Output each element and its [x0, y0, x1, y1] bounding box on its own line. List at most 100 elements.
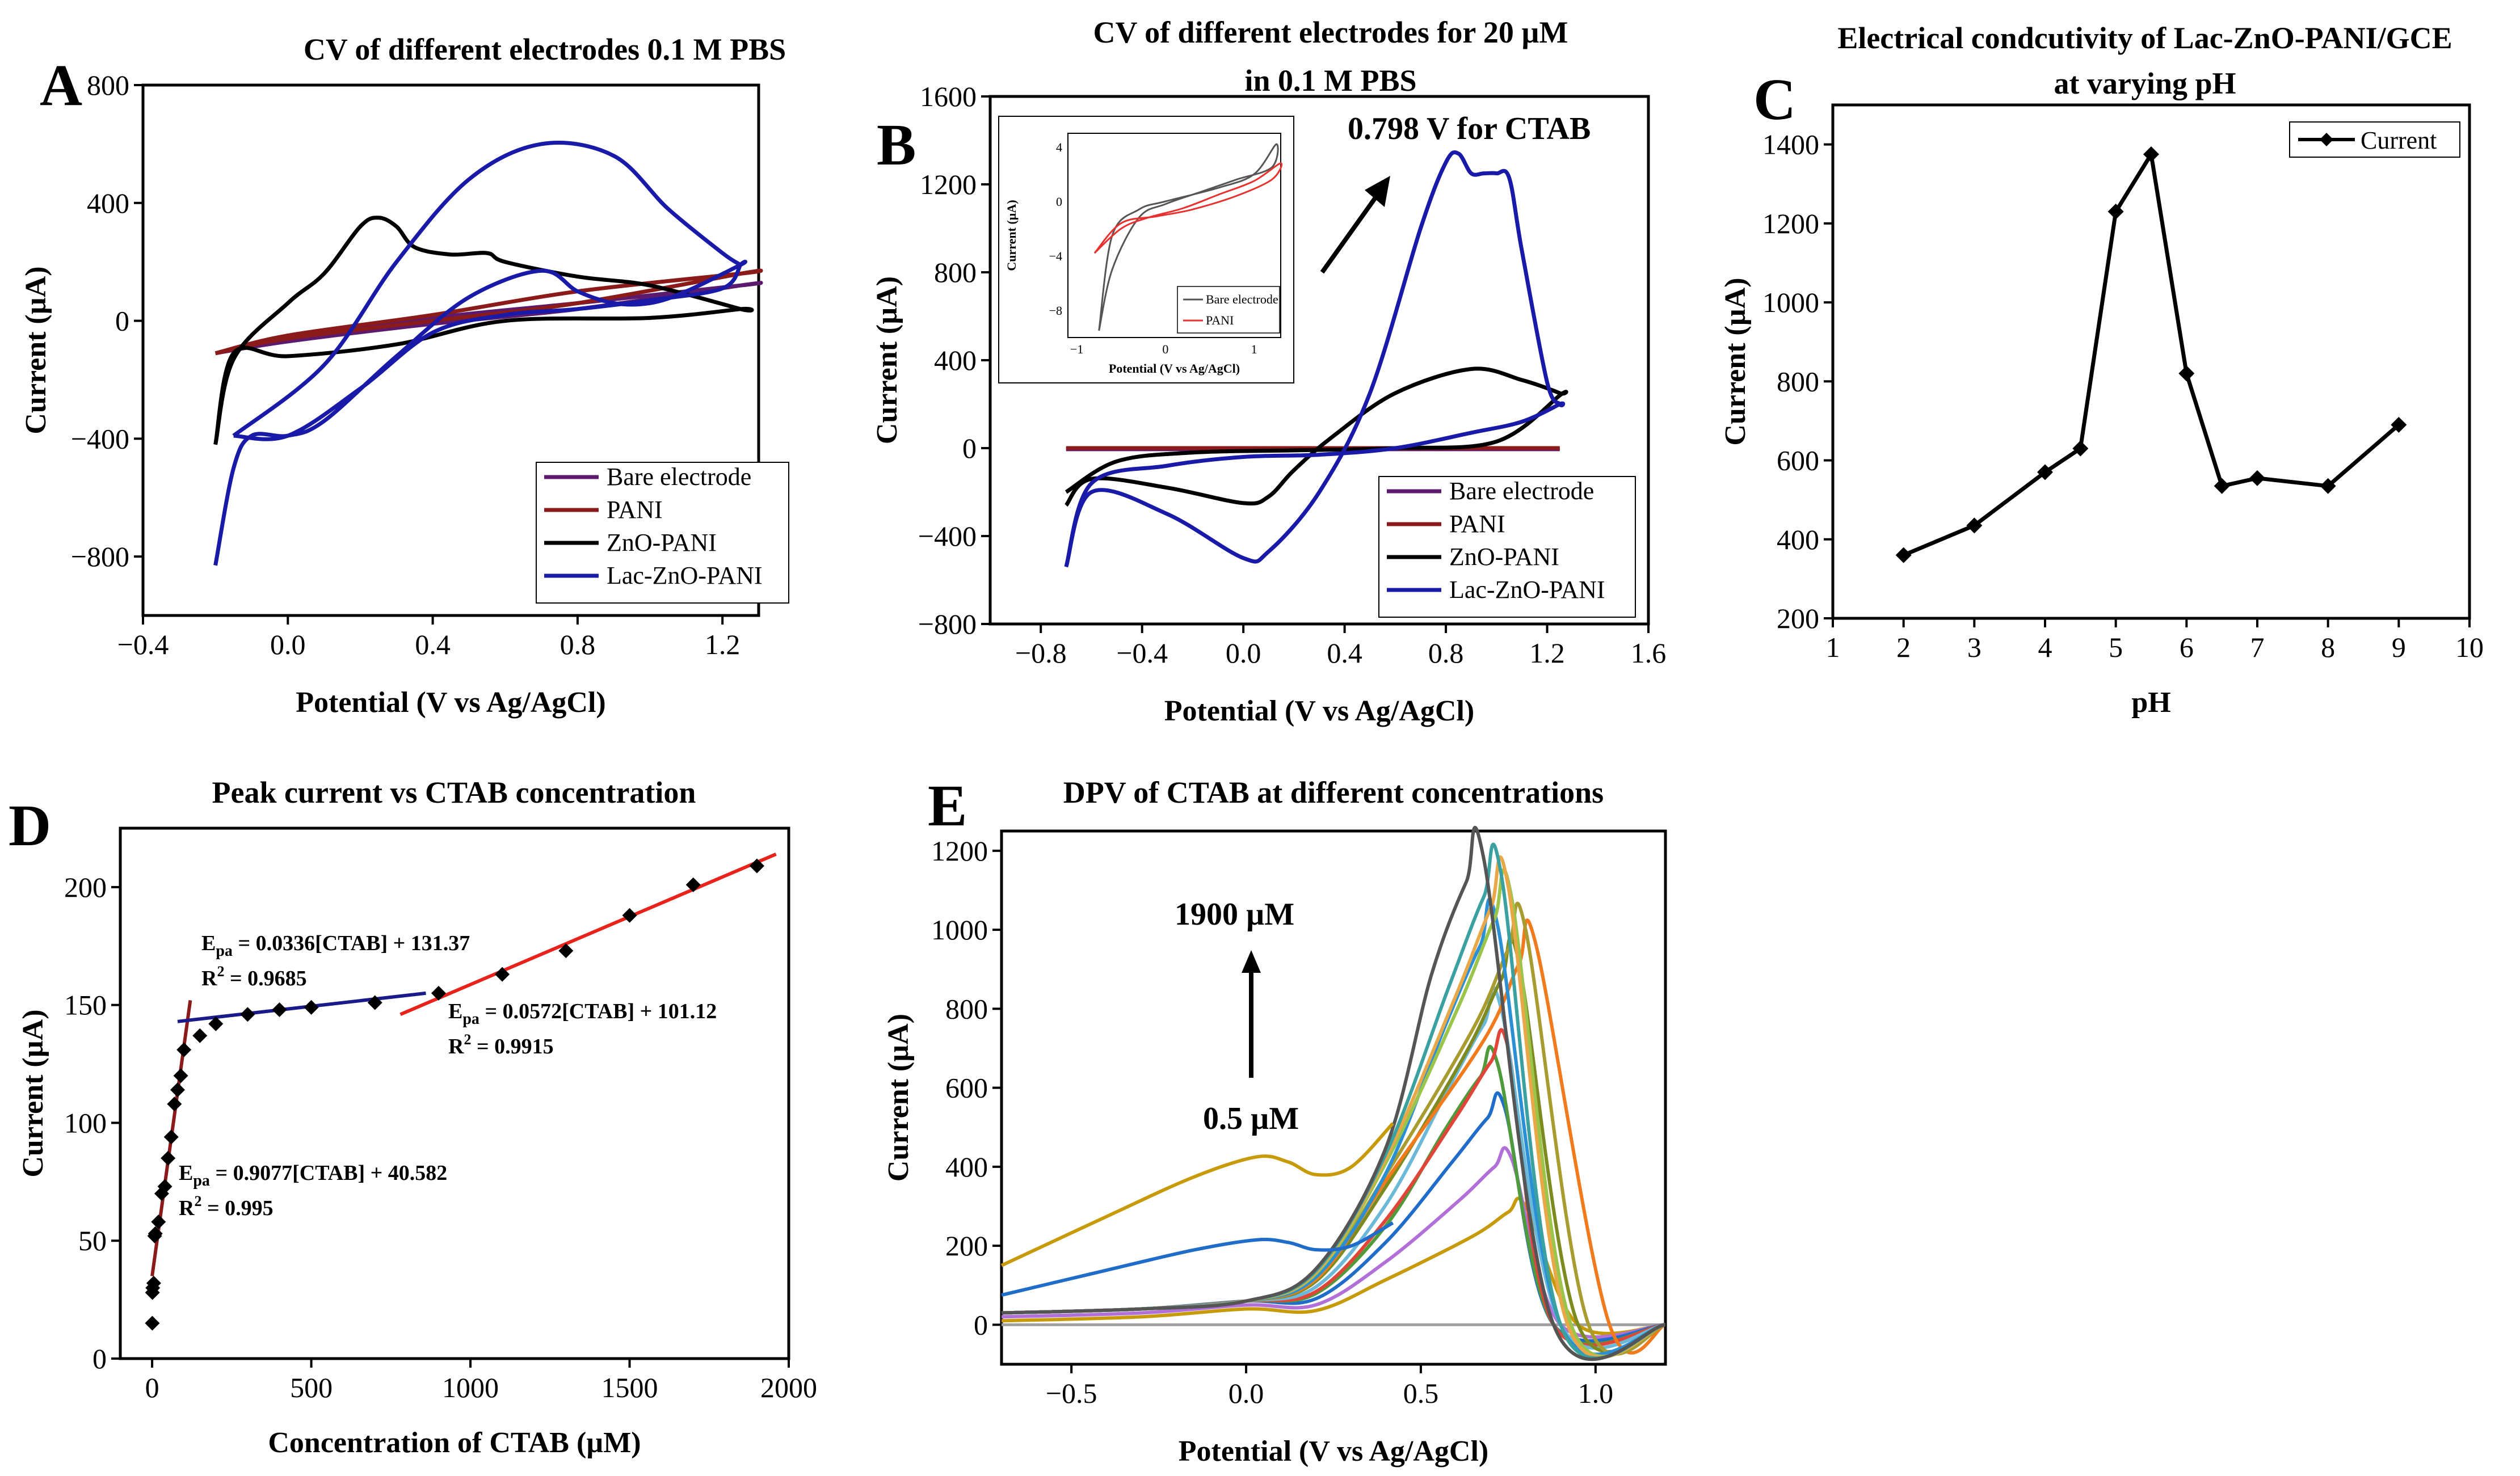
panel-a-legend-label: PANI [607, 496, 663, 524]
panel-b-annotation-arrowhead [1365, 176, 1390, 207]
panel-d-point [749, 858, 764, 874]
panel-d-point [431, 985, 446, 1001]
panel-d-fit-equation: Epa = 0.9077[CTAB] + 40.582 [179, 1161, 447, 1190]
panel-c-point [2178, 365, 2195, 382]
panel-b-inset-legend-box [1177, 286, 1280, 334]
panel-c-ytick-label: 400 [1777, 524, 1819, 555]
panel-e-xtick-label: 0.5 [1403, 1377, 1439, 1409]
panel-d-xtick-label: 2000 [760, 1372, 817, 1403]
panel-a-series-line [214, 268, 763, 356]
panel-letter-a: A [40, 53, 82, 118]
panel-b-inset-frame [1067, 133, 1281, 338]
panel-d-ylabel: Current (µA) [17, 1009, 49, 1177]
panel-b-inset-border [998, 116, 1294, 383]
panel-d-ytick-label: 0 [92, 1343, 107, 1374]
panel-b-inset-legend-label: PANI [1206, 313, 1234, 327]
panel-b-inset-ytick-label: −8 [1049, 303, 1062, 318]
panel-d-point [157, 1179, 173, 1194]
panel-b-legend-label: PANI [1449, 510, 1505, 538]
panel-b-ytick-label: −800 [918, 608, 977, 640]
panel-d-point [685, 877, 701, 892]
panel-e-xtick-label: 0.0 [1229, 1377, 1264, 1409]
panel-b-ytick-label: 0 [962, 432, 977, 464]
panel-b-series-line [1064, 366, 1568, 507]
panel-c-point [2143, 146, 2159, 163]
panel-e-peak-curve [1001, 986, 1666, 1350]
panel-d-point [170, 1082, 185, 1098]
panel-b-legend-label: Bare electrode [1449, 477, 1594, 505]
panel-a-xlabel: Potential (V vs Ag/AgCl) [296, 686, 605, 719]
panel-c-frame [1831, 103, 2471, 620]
panel-a-xtick-label: 0.4 [415, 629, 451, 660]
panel-d-point [558, 943, 574, 959]
panel-c-xtick-label: 5 [2109, 631, 2123, 663]
panel-d-point [367, 995, 382, 1010]
panel-b-xtick-label: 0.4 [1327, 637, 1362, 669]
panel-b-legend-label: Lac-ZnO-PANI [1449, 576, 1605, 604]
panel-c-point [1966, 517, 1983, 534]
panel-b-xtick-label: 0.8 [1428, 637, 1464, 669]
panel-b-inset-xtick-label: 0 [1162, 342, 1168, 356]
panel-d-point [272, 1002, 287, 1017]
panel-e-ytick-label: 1200 [931, 835, 988, 867]
panel-d-ytick-label: 150 [64, 989, 107, 1021]
panel-d-fit-line [399, 852, 777, 1017]
panel-d-point [192, 1028, 208, 1043]
panel-e-frame [1000, 829, 1667, 1366]
panel-b-inset-ytick-label: 0 [1056, 195, 1062, 209]
panel-letter-e: E [928, 773, 967, 838]
panel-d-point [240, 1007, 255, 1022]
panel-e-ylabel: Current (µA) [882, 1014, 915, 1182]
panel-letter-d: D [9, 793, 51, 858]
panel-c-xtick-label: 4 [2038, 631, 2052, 663]
panel-d-ytick-label: 200 [64, 871, 107, 903]
panel-c-ytick-label: 1400 [1762, 129, 1819, 161]
panel-d-point [167, 1097, 182, 1112]
panel-d-point [161, 1150, 176, 1166]
panel-b-inset-xtick-label: 1 [1251, 342, 1257, 356]
panel-c-xtick-label: 8 [2321, 631, 2335, 663]
panel-b-xlabel: Potential (V vs Ag/AgCl) [1164, 695, 1474, 727]
panel-a-ylabel: Current (µA) [20, 266, 52, 434]
panel-e-xtick-label: −0.5 [1046, 1377, 1097, 1409]
panel-a-series-line [232, 141, 742, 437]
panel-c-xtick-label: 1 [1826, 631, 1840, 663]
panel-a-ytick-label: −400 [71, 423, 129, 454]
panel-e-ytick-label: 600 [945, 1072, 988, 1104]
charts-group: CV of different electrodes 0.1 M PBS −0.4… [17, 15, 2484, 1467]
panel-d-ytick-label: 50 [78, 1225, 107, 1256]
panel-b-ylabel: Current (µA) [871, 276, 903, 444]
panel-d-fit-equation: Epa = 0.0336[CTAB] + 131.37 [201, 931, 470, 960]
panel-b-title-line1: CV of different electrodes for 20 µM [1093, 15, 1568, 49]
panel-letter-b: B [877, 112, 916, 178]
panel-e-xtick-label: 1.0 [1578, 1377, 1614, 1409]
panel-a-legend-label: Lac-ZnO-PANI [607, 562, 763, 589]
panel-d-fit-line [177, 991, 426, 1023]
panel-b-annotation: 0.798 V for CTAB [1348, 111, 1591, 146]
panel-a-legend-label: ZnO-PANI [607, 529, 717, 556]
panel-b-inset-legend-label: Bare electrode [1206, 292, 1278, 306]
panel-b-series-line [1064, 150, 1566, 568]
panel-c-series-line [1903, 152, 2400, 557]
panel-b-inset-series-line [1093, 162, 1283, 254]
panel-c-ytick-label: 600 [1777, 445, 1819, 476]
panel-c-point [2249, 470, 2265, 486]
panel-c-point [2214, 478, 2230, 494]
panel-a-ytick-label: −800 [71, 541, 129, 572]
panel-d-point [151, 1214, 166, 1229]
panel-b-ytick-label: 400 [934, 344, 977, 376]
panel-a-title: CV of different electrodes 0.1 M PBS [304, 32, 786, 66]
panel-d-ytick-label: 100 [64, 1107, 107, 1138]
panel-d-point [622, 908, 637, 923]
panel-letter-c: C [1753, 67, 1796, 132]
panel-b-annotation-arrow [1320, 191, 1381, 274]
panel-c-xtick-label: 10 [2455, 631, 2484, 663]
panel-a-xtick-label: 0.8 [560, 629, 596, 660]
panel-c-legend-label: Current [2361, 126, 2437, 154]
panel-e-annotation-bottom: 0.5 µM [1203, 1101, 1299, 1136]
panel-c-point [2037, 464, 2053, 480]
panel-c-legend-marker [2320, 133, 2333, 146]
panel-e-ytick-label: 1000 [931, 914, 988, 946]
panel-b-xtick-label: 1.6 [1631, 637, 1667, 669]
panel-e-xlabel: Potential (V vs Ag/AgCl) [1179, 1435, 1488, 1467]
